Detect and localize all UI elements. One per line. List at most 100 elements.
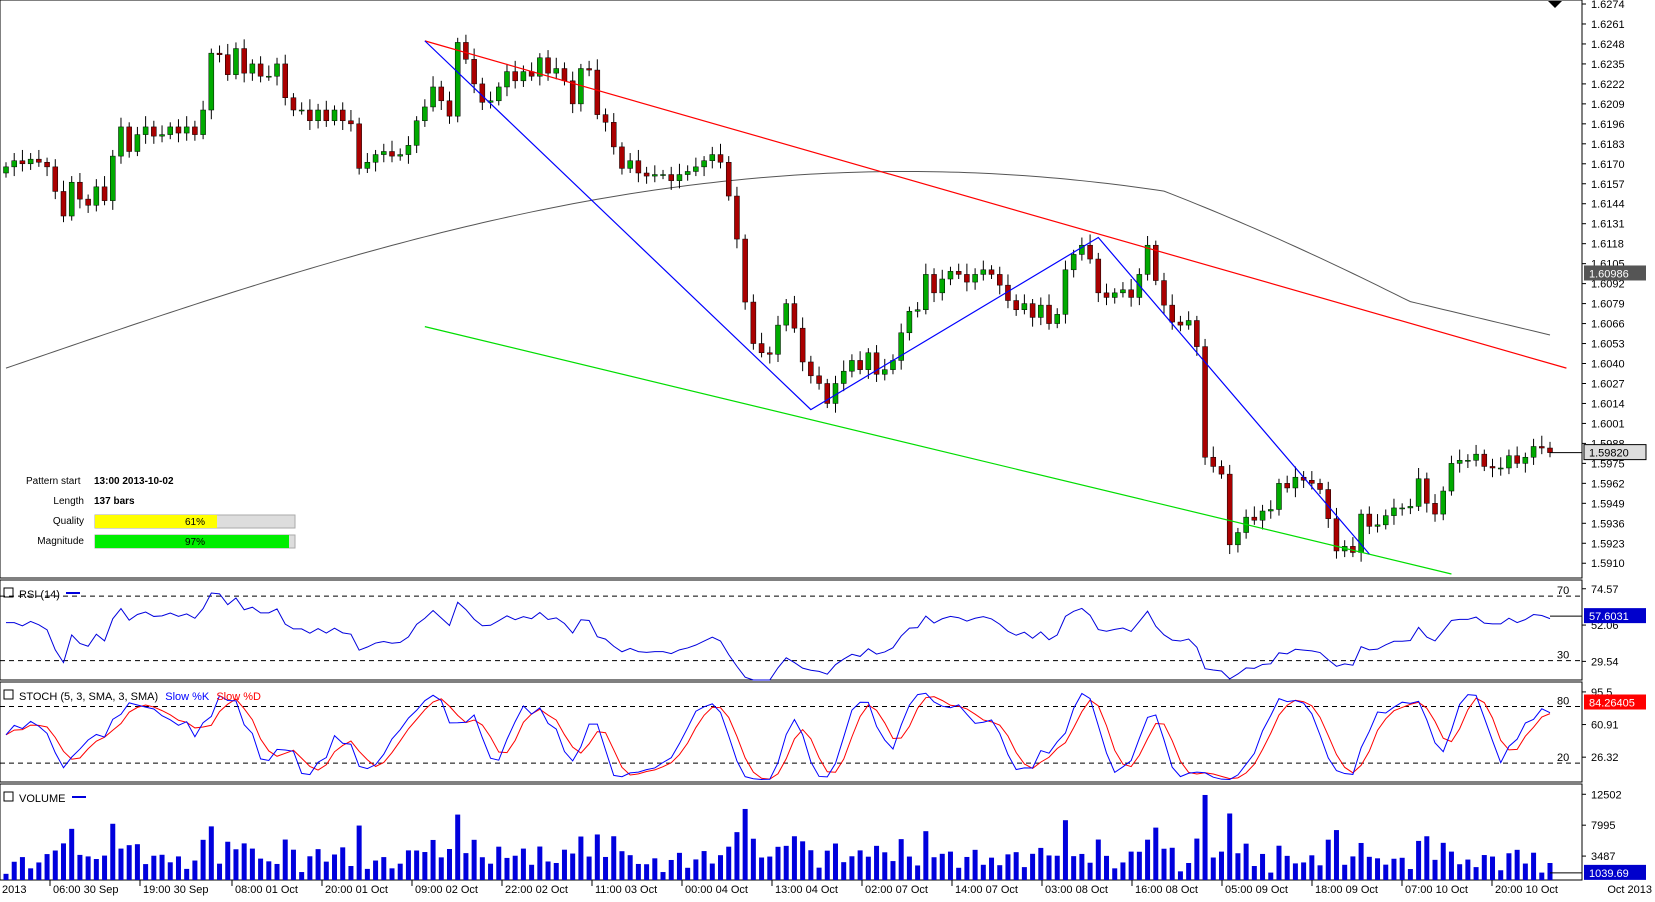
candle-body: [964, 274, 970, 283]
volume-value-label: 1039.69: [1589, 868, 1629, 880]
candle-body: [849, 360, 855, 372]
candle-body: [1309, 480, 1315, 484]
volume-bar: [1424, 836, 1430, 880]
stoch-value-box: [1584, 694, 1646, 710]
volume-bar: [85, 856, 91, 880]
price-tick-label: 1.6248: [1591, 39, 1625, 51]
volume-bar: [1095, 839, 1101, 880]
time-tick-label: 02:00 07 Oct: [865, 884, 928, 896]
volume-bar: [750, 838, 756, 880]
candle-body: [643, 172, 650, 177]
volume-bar: [586, 856, 592, 880]
candle-body: [11, 160, 17, 168]
candle-body: [1456, 460, 1463, 464]
candle-body: [356, 123, 362, 169]
rsi-frame: [0, 579, 1583, 681]
candle-body: [1120, 289, 1126, 294]
volume-bar: [890, 861, 896, 880]
candle-body: [1144, 244, 1151, 275]
candle-body: [126, 126, 132, 152]
time-tick-label: 2013: [2, 884, 26, 896]
volume-bar: [652, 858, 658, 880]
time-tick-label: 09:00 02 Oct: [415, 884, 478, 896]
volume-bar: [1169, 847, 1175, 880]
volume-bar: [537, 846, 543, 880]
rsi-title: RSI (14): [19, 589, 60, 601]
candle-body: [1465, 460, 1471, 462]
volume-bar: [1547, 862, 1553, 880]
volume-bar: [167, 862, 173, 880]
candle-body: [60, 191, 67, 217]
volume-bar: [471, 839, 477, 880]
volume-bar: [1375, 858, 1381, 880]
volume-bar: [1448, 851, 1454, 880]
volume-bar: [701, 851, 707, 880]
volume-bar: [759, 857, 765, 880]
candle-body: [257, 63, 264, 77]
price-tick-label: 1.6053: [1591, 339, 1625, 351]
candle-body: [364, 161, 371, 169]
quality-bar-fill: [95, 515, 217, 528]
stoch-d-line: [5, 696, 1551, 780]
candle-body: [775, 324, 781, 355]
volume-bar: [1087, 862, 1093, 880]
volume-collapse-icon[interactable]: [3, 791, 14, 802]
rsi-collapse-icon[interactable]: [3, 587, 14, 598]
candle-body: [151, 126, 157, 137]
rsi-line: [6, 592, 1551, 681]
stoch-tick-label: 60.91: [1591, 720, 1619, 732]
volume-bar: [241, 843, 247, 880]
stoch-collapse-icon[interactable]: [3, 689, 14, 700]
price-tick-label: 1.6170: [1591, 159, 1625, 171]
volume-bar: [356, 825, 362, 880]
volume-bar: [217, 863, 223, 880]
volume-bar: [175, 856, 181, 880]
volume-bar: [1243, 843, 1249, 880]
last-price-box: [1583, 444, 1647, 461]
candle-body: [1046, 304, 1052, 324]
candle-body: [463, 42, 469, 60]
rsi-value-label: 57.6031: [1589, 611, 1629, 623]
candle-body: [348, 120, 354, 125]
candle-body: [767, 352, 773, 355]
volume-bar: [800, 841, 806, 880]
volume-bar: [570, 853, 576, 880]
candle-body: [118, 126, 124, 157]
volume-bar: [1145, 839, 1151, 880]
volume-bar: [184, 868, 190, 880]
pattern-zigzag-line: [424, 40, 1370, 555]
candle-body: [1038, 304, 1044, 318]
volume-bar: [644, 864, 650, 880]
candle-body: [504, 71, 510, 88]
candle-body: [873, 352, 880, 375]
volume-bar: [225, 841, 231, 880]
volume-bar: [685, 867, 691, 880]
volume-bar: [972, 849, 978, 880]
time-tick-label: 22:00 02 Oct: [505, 884, 568, 896]
volume-bar: [512, 855, 518, 880]
candle-body: [381, 151, 387, 155]
price-tick-label: 1.6235: [1591, 59, 1625, 71]
volume-bar: [1013, 852, 1019, 880]
candle-body: [208, 52, 215, 111]
price-tick-label: 1.5923: [1591, 538, 1625, 550]
volume-bar: [143, 864, 149, 880]
candle-body: [1276, 483, 1282, 510]
volume-bar: [898, 839, 904, 880]
candle-body: [569, 80, 576, 105]
candle-body: [701, 160, 707, 168]
volume-bar: [1473, 867, 1479, 880]
volume-bar: [381, 857, 387, 880]
volume-bar: [874, 845, 880, 880]
volume-bar: [1465, 859, 1471, 880]
volume-bar: [1005, 854, 1011, 880]
volume-bar: [1399, 857, 1405, 880]
candle-body: [602, 114, 609, 123]
volume-bar: [956, 867, 962, 880]
price-tick-label: 1.6209: [1591, 99, 1625, 111]
volume-bar: [44, 854, 50, 880]
volume-bar: [783, 845, 789, 880]
time-tick-label: 06:00 30 Sep: [53, 884, 118, 896]
candle-body: [192, 126, 198, 135]
